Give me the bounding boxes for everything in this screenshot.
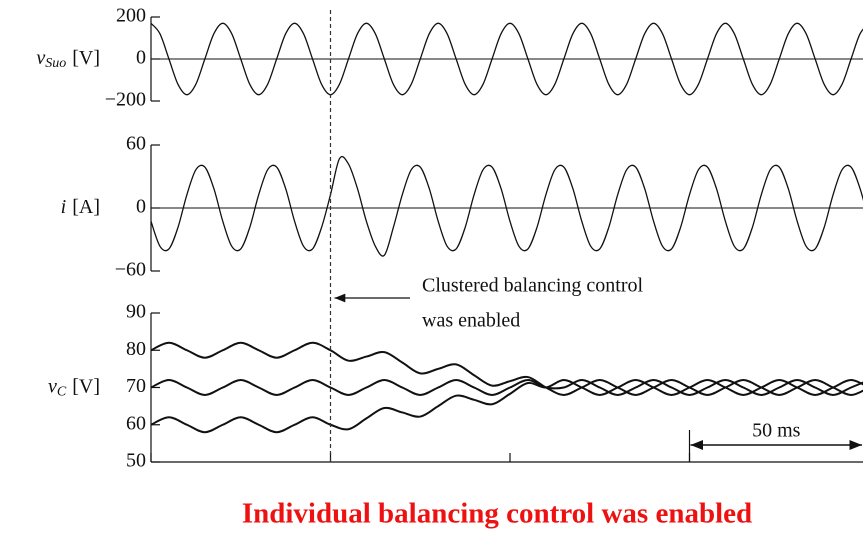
y-tick-label: 50	[126, 450, 146, 472]
y-label-symbol: v	[48, 375, 57, 397]
waveform	[151, 341, 863, 396]
y-tick-label: −60	[115, 259, 146, 281]
y-tick-label: 0	[136, 196, 146, 218]
plot-area	[151, 155, 863, 257]
waveform	[151, 379, 863, 434]
y-tick-label: 80	[126, 338, 146, 360]
caption: Individual balancing control was enabled	[242, 498, 752, 530]
y-label-symbol: v	[36, 47, 45, 69]
y-label-symbol: i	[61, 196, 67, 218]
y-tick-label: 70	[126, 375, 146, 397]
y-tick-label: 90	[126, 301, 146, 323]
y-label-subscript: Suo	[45, 56, 66, 71]
y-label-unit: [V]	[72, 47, 100, 69]
y-axis-label: vSuo [V]	[36, 47, 100, 72]
waveform	[151, 379, 863, 396]
y-label-unit: [A]	[72, 196, 100, 218]
y-tick-label: 0	[136, 47, 146, 69]
plot-area	[151, 22, 863, 96]
y-tick-label: 200	[116, 5, 146, 27]
y-axis-label: i [A]	[61, 196, 100, 218]
y-label-unit: [V]	[72, 375, 100, 397]
annotation-text: Clustered balancing control	[422, 275, 643, 297]
scale-bar-label: 50 ms	[752, 420, 801, 442]
y-tick-label: −200	[105, 89, 146, 111]
y-label-subscript: C	[57, 385, 67, 400]
y-tick-label: 60	[126, 412, 146, 434]
waveform	[151, 22, 863, 96]
annotation-text: was enabled	[422, 310, 520, 332]
waveform	[151, 155, 863, 257]
plot-area	[151, 341, 863, 434]
y-tick-label: 60	[126, 133, 146, 155]
y-axis-label: vC [V]	[48, 375, 100, 400]
